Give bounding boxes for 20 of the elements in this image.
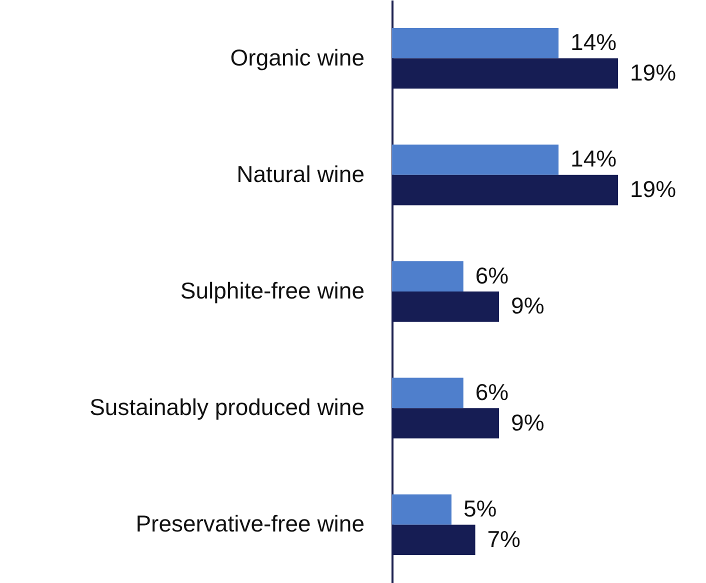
data-label: 6% <box>475 262 509 288</box>
bar <box>392 261 464 292</box>
bar <box>392 494 452 525</box>
data-label: 9% <box>511 409 544 436</box>
data-label: 19% <box>630 176 676 202</box>
data-label: 14% <box>570 146 617 172</box>
bar <box>392 378 464 408</box>
y-tick-label: Sulphite-free wine <box>180 278 364 304</box>
bar <box>392 28 559 58</box>
data-label: 7% <box>487 526 521 552</box>
y-tick-label: Natural wine <box>236 160 364 187</box>
bar <box>392 144 559 175</box>
y-tick-label: Sustainably produced wine <box>90 394 364 420</box>
data-label: 9% <box>511 292 544 319</box>
y-tick-label: Preservative-free wine <box>136 510 364 537</box>
data-label: 19% <box>630 59 676 86</box>
data-label: 6% <box>475 378 509 405</box>
data-label: 14% <box>570 29 617 56</box>
data-label: 5% <box>463 496 497 522</box>
y-tick-label: Organic wine <box>230 44 364 70</box>
